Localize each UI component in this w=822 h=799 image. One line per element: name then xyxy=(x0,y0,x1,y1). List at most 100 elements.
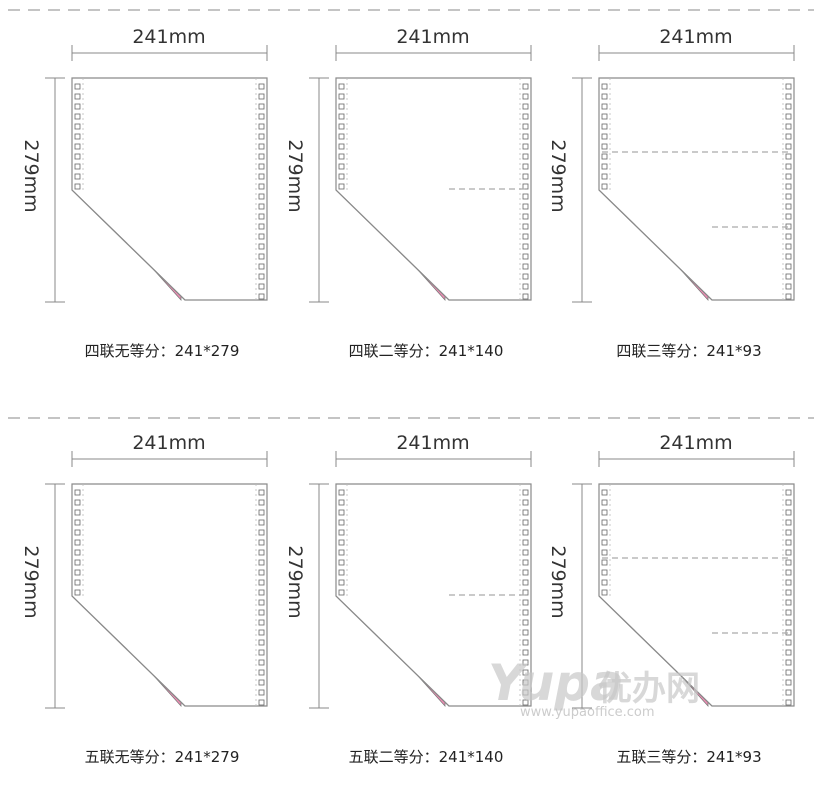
width-label: 241mm xyxy=(396,432,469,454)
feed-hole-right xyxy=(785,193,792,200)
feed-hole-left xyxy=(338,499,345,506)
feed-hole-right xyxy=(522,639,529,646)
panel-caption: 四联二等分：241*140 xyxy=(348,342,504,360)
feed-hole-right xyxy=(785,509,792,516)
feed-hole-right xyxy=(522,539,529,546)
feed-hole-right xyxy=(785,263,792,270)
feed-hole-left xyxy=(338,153,345,160)
feed-hole-right xyxy=(258,629,265,636)
feed-hole-left xyxy=(74,103,81,110)
feed-hole-right xyxy=(258,83,265,90)
feed-hole-right xyxy=(785,153,792,160)
feed-hole-left xyxy=(601,559,608,566)
form-panel: 241mm 279mm xyxy=(284,26,532,303)
height-label: 279mm xyxy=(20,545,42,618)
feed-hole-right xyxy=(522,113,529,120)
feed-hole-right xyxy=(258,509,265,516)
feed-hole-right xyxy=(258,569,265,576)
feed-hole-right xyxy=(785,103,792,110)
feed-hole-left xyxy=(74,489,81,496)
watermark-brand-cn: 优办网 xyxy=(598,669,700,709)
feed-hole-right xyxy=(522,659,529,666)
feed-hole-right xyxy=(522,509,529,516)
feed-hole-right xyxy=(258,193,265,200)
top-sheet xyxy=(335,77,532,301)
feed-hole-right xyxy=(258,689,265,696)
feed-hole-right xyxy=(522,143,529,150)
feed-hole-right xyxy=(522,549,529,556)
feed-hole-right xyxy=(258,519,265,526)
feed-hole-right xyxy=(785,143,792,150)
feed-hole-left xyxy=(74,143,81,150)
feed-hole-right xyxy=(522,93,529,100)
feed-hole-right xyxy=(785,243,792,250)
feed-hole-left xyxy=(601,509,608,516)
feed-hole-right xyxy=(258,283,265,290)
fold-edge xyxy=(335,595,450,707)
feed-hole-right xyxy=(785,569,792,576)
feed-hole-right xyxy=(522,519,529,526)
height-label: 279mm xyxy=(284,545,306,618)
feed-hole-left xyxy=(74,183,81,190)
feed-hole-right xyxy=(258,123,265,130)
feed-hole-right xyxy=(522,283,529,290)
feed-hole-left xyxy=(74,113,81,120)
feed-hole-right xyxy=(522,293,529,300)
feed-hole-right xyxy=(785,539,792,546)
feed-hole-left xyxy=(74,559,81,566)
feed-hole-left xyxy=(601,539,608,546)
feed-hole-right xyxy=(258,699,265,706)
feed-hole-right xyxy=(258,173,265,180)
feed-hole-right xyxy=(785,183,792,190)
feed-hole-right xyxy=(258,203,265,210)
feed-hole-right xyxy=(258,263,265,270)
feed-hole-left xyxy=(338,539,345,546)
feed-hole-left xyxy=(601,143,608,150)
feed-hole-right xyxy=(785,609,792,616)
feed-hole-left xyxy=(74,579,81,586)
width-label: 241mm xyxy=(659,432,732,454)
feed-hole-right xyxy=(522,579,529,586)
feed-hole-right xyxy=(258,599,265,606)
feed-hole-left xyxy=(601,173,608,180)
feed-hole-right xyxy=(258,539,265,546)
feed-hole-right xyxy=(258,489,265,496)
feed-hole-right xyxy=(522,609,529,616)
feed-hole-left xyxy=(338,549,345,556)
top-sheet xyxy=(598,483,795,707)
feed-hole-right xyxy=(258,579,265,586)
feed-hole-right xyxy=(785,203,792,210)
feed-hole-right xyxy=(522,569,529,576)
feed-hole-left xyxy=(74,153,81,160)
feed-hole-right xyxy=(522,153,529,160)
feed-hole-right xyxy=(522,103,529,110)
feed-hole-right xyxy=(785,599,792,606)
feed-hole-right xyxy=(258,183,265,190)
feed-hole-left xyxy=(601,83,608,90)
panel-caption: 五联二等分：241*140 xyxy=(348,748,504,766)
feed-hole-left xyxy=(74,163,81,170)
feed-hole-right xyxy=(785,649,792,656)
feed-hole-left xyxy=(338,163,345,170)
feed-hole-left xyxy=(601,489,608,496)
top-sheet xyxy=(71,77,268,301)
feed-hole-right xyxy=(258,499,265,506)
feed-hole-left xyxy=(601,153,608,160)
feed-hole-right xyxy=(785,123,792,130)
feed-hole-right xyxy=(258,233,265,240)
feed-hole-right xyxy=(522,273,529,280)
form-panel: 241mm 279mm xyxy=(547,432,795,709)
feed-hole-left xyxy=(338,123,345,130)
feed-hole-left xyxy=(74,133,81,140)
feed-hole-left xyxy=(338,103,345,110)
feed-hole-right xyxy=(785,113,792,120)
feed-hole-right xyxy=(785,639,792,646)
feed-hole-right xyxy=(522,183,529,190)
panel-caption: 五联三等分：241*93 xyxy=(616,748,762,766)
feed-hole-right xyxy=(258,549,265,556)
feed-hole-right xyxy=(785,699,792,706)
feed-hole-left xyxy=(74,83,81,90)
feed-hole-right xyxy=(258,103,265,110)
